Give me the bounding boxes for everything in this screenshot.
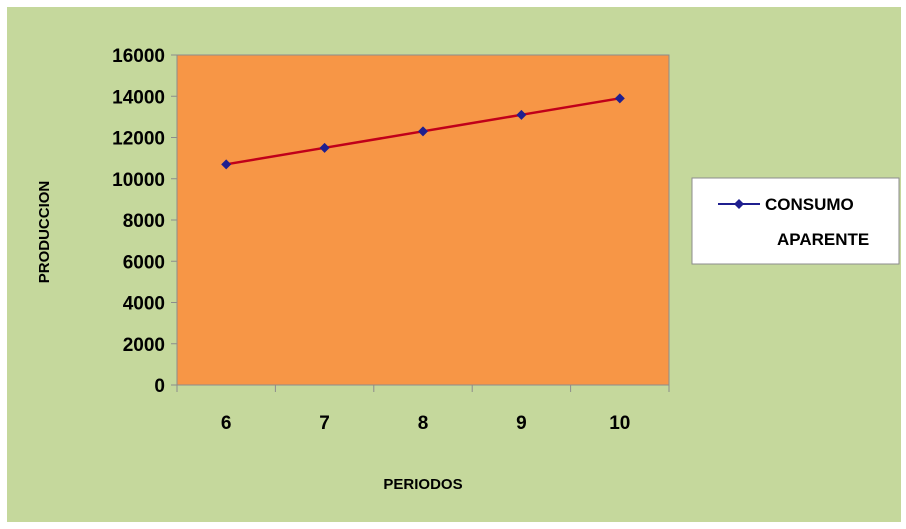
data-point-marker: [221, 159, 232, 170]
x-tick-label: 7: [319, 413, 330, 434]
x-tick-label: 9: [516, 413, 527, 434]
plot-area: [176, 54, 670, 386]
y-tick-label: 8000: [123, 211, 165, 232]
y-tick-label: 14000: [112, 87, 165, 108]
legend-diamond-marker: [734, 199, 744, 209]
series-layer: [221, 93, 625, 170]
y-axis-title: PRODUCCION: [36, 181, 53, 284]
y-tick-label: 12000: [112, 129, 165, 150]
line-chart: 0 2000 4000 6000 8000 10000 12000 14000 16000 6 7…: [36, 46, 900, 493]
y-tick-label: 6000: [123, 252, 165, 273]
y-axis: 0 2000 4000 6000 8000 10000 12000 14000 16000: [112, 46, 178, 397]
legend: CONSUMO APARENTE: [691, 177, 900, 265]
y-tick-label: 10000: [112, 170, 165, 191]
legend-label-line-1: CONSUMO: [765, 195, 854, 214]
y-tick-label: 0: [154, 376, 165, 397]
x-tick-label: 6: [221, 413, 232, 434]
x-axis-title: PERIODOS: [383, 476, 462, 493]
chart-area: 0 2000 4000 6000 8000 10000 12000 14000 16000 6 7…: [7, 7, 901, 522]
x-tick-label: 10: [609, 413, 630, 434]
data-point-marker: [516, 109, 527, 120]
legend-box: [691, 177, 900, 265]
data-point-marker: [418, 126, 428, 137]
x-axis: 6 7 8 9 10: [176, 384, 670, 434]
y-tick-label: 2000: [123, 335, 165, 356]
data-point-marker: [614, 93, 625, 104]
legend-label-line-2: APARENTE: [777, 230, 869, 249]
y-tick-label: 16000: [112, 46, 165, 67]
x-tick-label: 8: [418, 413, 429, 434]
data-point-marker: [319, 142, 330, 153]
y-tick-label: 4000: [123, 294, 165, 315]
